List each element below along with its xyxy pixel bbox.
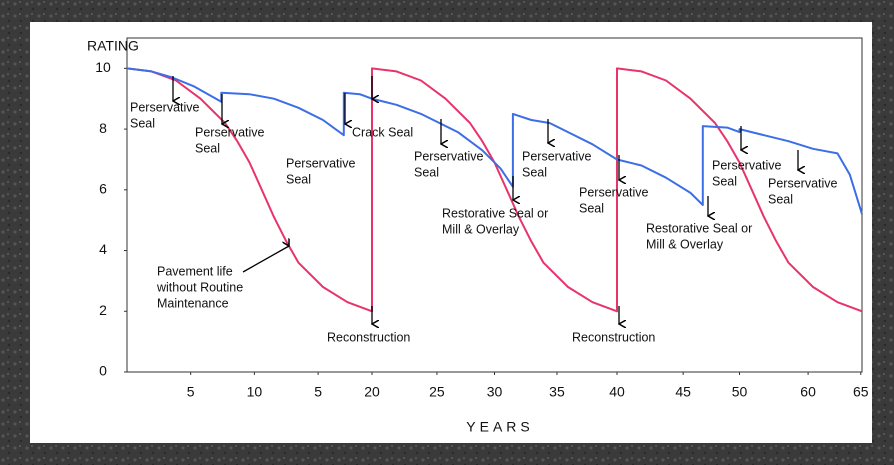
annotation: Perservative: [768, 176, 838, 190]
x-tick-label: 25: [429, 384, 445, 400]
annotation: Seal: [768, 192, 793, 206]
annotation: Restorative Seal or: [442, 206, 548, 220]
annotation: Seal: [579, 201, 604, 215]
annotation: Perservative: [286, 156, 356, 170]
annotation: Seal: [195, 141, 220, 155]
x-tick-label: 5: [314, 384, 322, 400]
annotation: Pavement life: [157, 264, 233, 278]
annotation: Seal: [286, 172, 311, 186]
x-tick-label: 20: [364, 384, 380, 400]
annotation: Perservative: [522, 149, 592, 163]
annotation: Restorative Seal or: [646, 221, 752, 235]
chart: RATING YEARS 0 2 4 6 8 10 5 10 5 20 25 30 35 40 45 50 60…: [0, 0, 894, 465]
annotation: Reconstruction: [327, 330, 410, 344]
annotation: Mill & Overlay: [646, 237, 724, 251]
x-tick-label: 45: [675, 384, 691, 400]
annotation: Crack Seal: [352, 125, 413, 139]
y-axis-title: RATING: [87, 38, 139, 54]
annotation: Perservative: [579, 185, 649, 199]
x-tick-label: 40: [609, 384, 625, 400]
annotation: Reconstruction: [572, 330, 655, 344]
x-tick-label: 10: [247, 384, 263, 400]
annotation: Perservative: [195, 125, 265, 139]
x-axis-title: YEARS: [466, 419, 533, 435]
annotation: Seal: [414, 165, 439, 179]
x-tick-label: 5: [187, 384, 195, 400]
annotation: Seal: [712, 174, 737, 188]
page: {"chart_data":{"type":"line", "ylabel":"…: [0, 0, 894, 465]
annotation: Perservative: [130, 100, 200, 114]
y-tick-label: 8: [99, 120, 107, 136]
x-tick-label: 65: [853, 384, 869, 400]
annotation: Perservative: [414, 149, 484, 163]
annotation: without Routine: [156, 280, 243, 294]
annotation: Seal: [130, 116, 155, 130]
annotation: Maintenance: [157, 296, 229, 310]
y-tick-label: 2: [99, 302, 107, 318]
y-tick-label: 0: [99, 363, 107, 379]
x-tick-label: 50: [732, 384, 748, 400]
x-tick-label: 60: [800, 384, 816, 400]
x-tick-label: 35: [549, 384, 565, 400]
x-tick-label: 30: [487, 384, 503, 400]
annotation: Seal: [522, 165, 547, 179]
y-tick-label: 6: [99, 181, 107, 197]
annotation: Perservative: [712, 158, 782, 172]
y-tick-label: 4: [99, 241, 107, 257]
y-tick-label: 10: [95, 59, 111, 75]
annotation: Mill & Overlay: [442, 222, 520, 236]
